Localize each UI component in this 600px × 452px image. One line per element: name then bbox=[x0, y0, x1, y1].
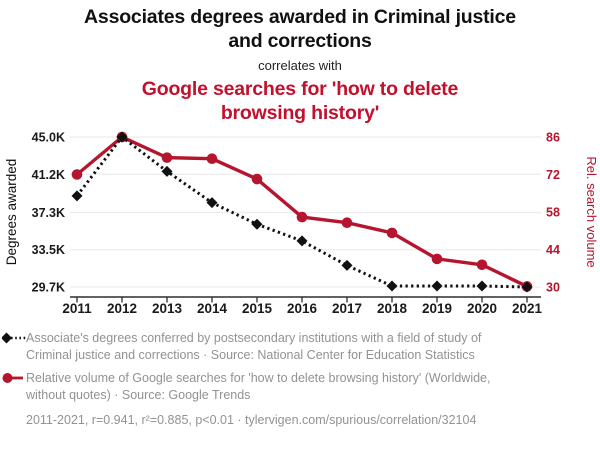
svg-text:29.7K: 29.7K bbox=[32, 281, 65, 295]
svg-text:58: 58 bbox=[546, 206, 560, 220]
svg-text:2013: 2013 bbox=[152, 301, 183, 316]
svg-text:44: 44 bbox=[546, 243, 560, 257]
correlates-with-label: correlates with bbox=[258, 58, 342, 73]
svg-text:2011: 2011 bbox=[62, 301, 92, 316]
main-title: Associates degrees awarded in Criminal j… bbox=[0, 5, 600, 53]
right-axis-title: Rel. search volume bbox=[584, 156, 599, 267]
left-axis-ticks: 45.0K 41.2K 37.3K 33.5K 29.7K bbox=[32, 131, 65, 295]
left-axis-title: Degrees awarded bbox=[4, 159, 19, 266]
series-searches bbox=[71, 131, 533, 292]
svg-text:2017: 2017 bbox=[332, 301, 362, 316]
legend-text-degrees: Associate's degrees conferred by postsec… bbox=[26, 331, 482, 362]
series-degrees bbox=[71, 131, 533, 293]
svg-text:2019: 2019 bbox=[422, 301, 452, 316]
right-axis-ticks: 86 72 58 44 30 bbox=[546, 131, 560, 295]
svg-text:86: 86 bbox=[546, 131, 560, 145]
dual-axis-line-chart: 2011 2012 2013 2014 2015 2016 2017 2018 2019 2020… bbox=[4, 131, 599, 317]
svg-text:2016: 2016 bbox=[287, 301, 318, 316]
svg-text:2015: 2015 bbox=[242, 301, 273, 316]
svg-text:37.3K: 37.3K bbox=[32, 206, 65, 220]
svg-text:45.0K: 45.0K bbox=[32, 131, 65, 145]
svg-text:2021: 2021 bbox=[512, 301, 543, 316]
stats-line: 2011-2021, r=0.941, r²=0.885, p<0.01 · t… bbox=[26, 413, 477, 427]
red-circle-solid-line-icon bbox=[2, 373, 23, 383]
svg-text:30: 30 bbox=[546, 281, 560, 295]
svg-text:2012: 2012 bbox=[107, 301, 137, 316]
main-title-text: Associates degrees awarded in Criminal j… bbox=[84, 6, 516, 52]
svg-text:2018: 2018 bbox=[377, 301, 408, 316]
svg-text:33.5K: 33.5K bbox=[32, 243, 65, 257]
x-axis: 2011 2012 2013 2014 2015 2016 2017 2018 2019 2020… bbox=[62, 296, 543, 316]
svg-text:72: 72 bbox=[546, 168, 560, 182]
red-title: Google searches for 'how to delete brows… bbox=[0, 77, 600, 125]
black-diamond-dotted-line-icon bbox=[2, 332, 26, 344]
red-title-text: Google searches for 'how to delete brows… bbox=[141, 78, 459, 124]
gridlines bbox=[70, 136, 541, 288]
legend: Associate's degrees conferred by postsec… bbox=[2, 330, 592, 429]
svg-text:2014: 2014 bbox=[197, 301, 228, 316]
svg-text:2020: 2020 bbox=[467, 301, 497, 316]
legend-item-degrees: Associate's degrees conferred by postsec… bbox=[2, 330, 592, 363]
chart-area: 2011 2012 2013 2014 2015 2016 2017 2018 2019 2020… bbox=[0, 124, 600, 320]
legend-text-searches: Relative volume of Google searches for '… bbox=[26, 371, 491, 402]
legend-item-searches: Relative volume of Google searches for '… bbox=[2, 370, 592, 403]
svg-text:41.2K: 41.2K bbox=[32, 168, 65, 182]
